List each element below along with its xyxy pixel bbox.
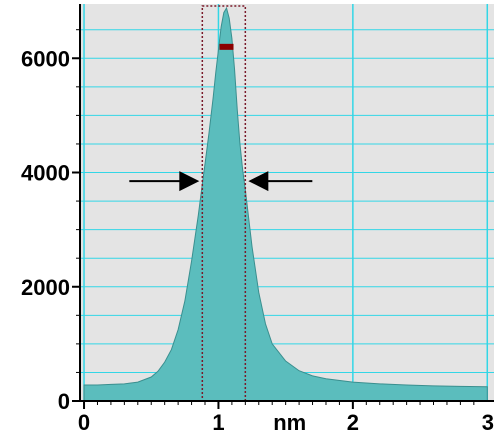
- x-tick-label: 3: [482, 410, 494, 435]
- tick-labels: 0 2000 4000 6000 0 1 2 3: [21, 46, 494, 435]
- y-tick-label: 4000: [21, 161, 70, 186]
- peak-marker: [219, 43, 234, 50]
- y-tick-label: 6000: [21, 46, 70, 71]
- axes: [72, 4, 494, 409]
- plot-background: [80, 4, 494, 401]
- x-tick-label: 2: [347, 410, 359, 435]
- arrow-left-head: [179, 171, 200, 192]
- fwhm-band: [201, 5, 247, 402]
- y-tick-label: 2000: [21, 275, 70, 300]
- fwhm-arrows: [129, 171, 313, 192]
- grid: [80, 4, 494, 402]
- x-tick-label: 0: [78, 410, 90, 435]
- x-axis-label: nm: [273, 410, 306, 435]
- data-area: [83, 6, 488, 402]
- arrow-right-head: [248, 171, 269, 192]
- y-tick-label: 0: [58, 389, 70, 414]
- x-tick-label: 1: [212, 410, 224, 435]
